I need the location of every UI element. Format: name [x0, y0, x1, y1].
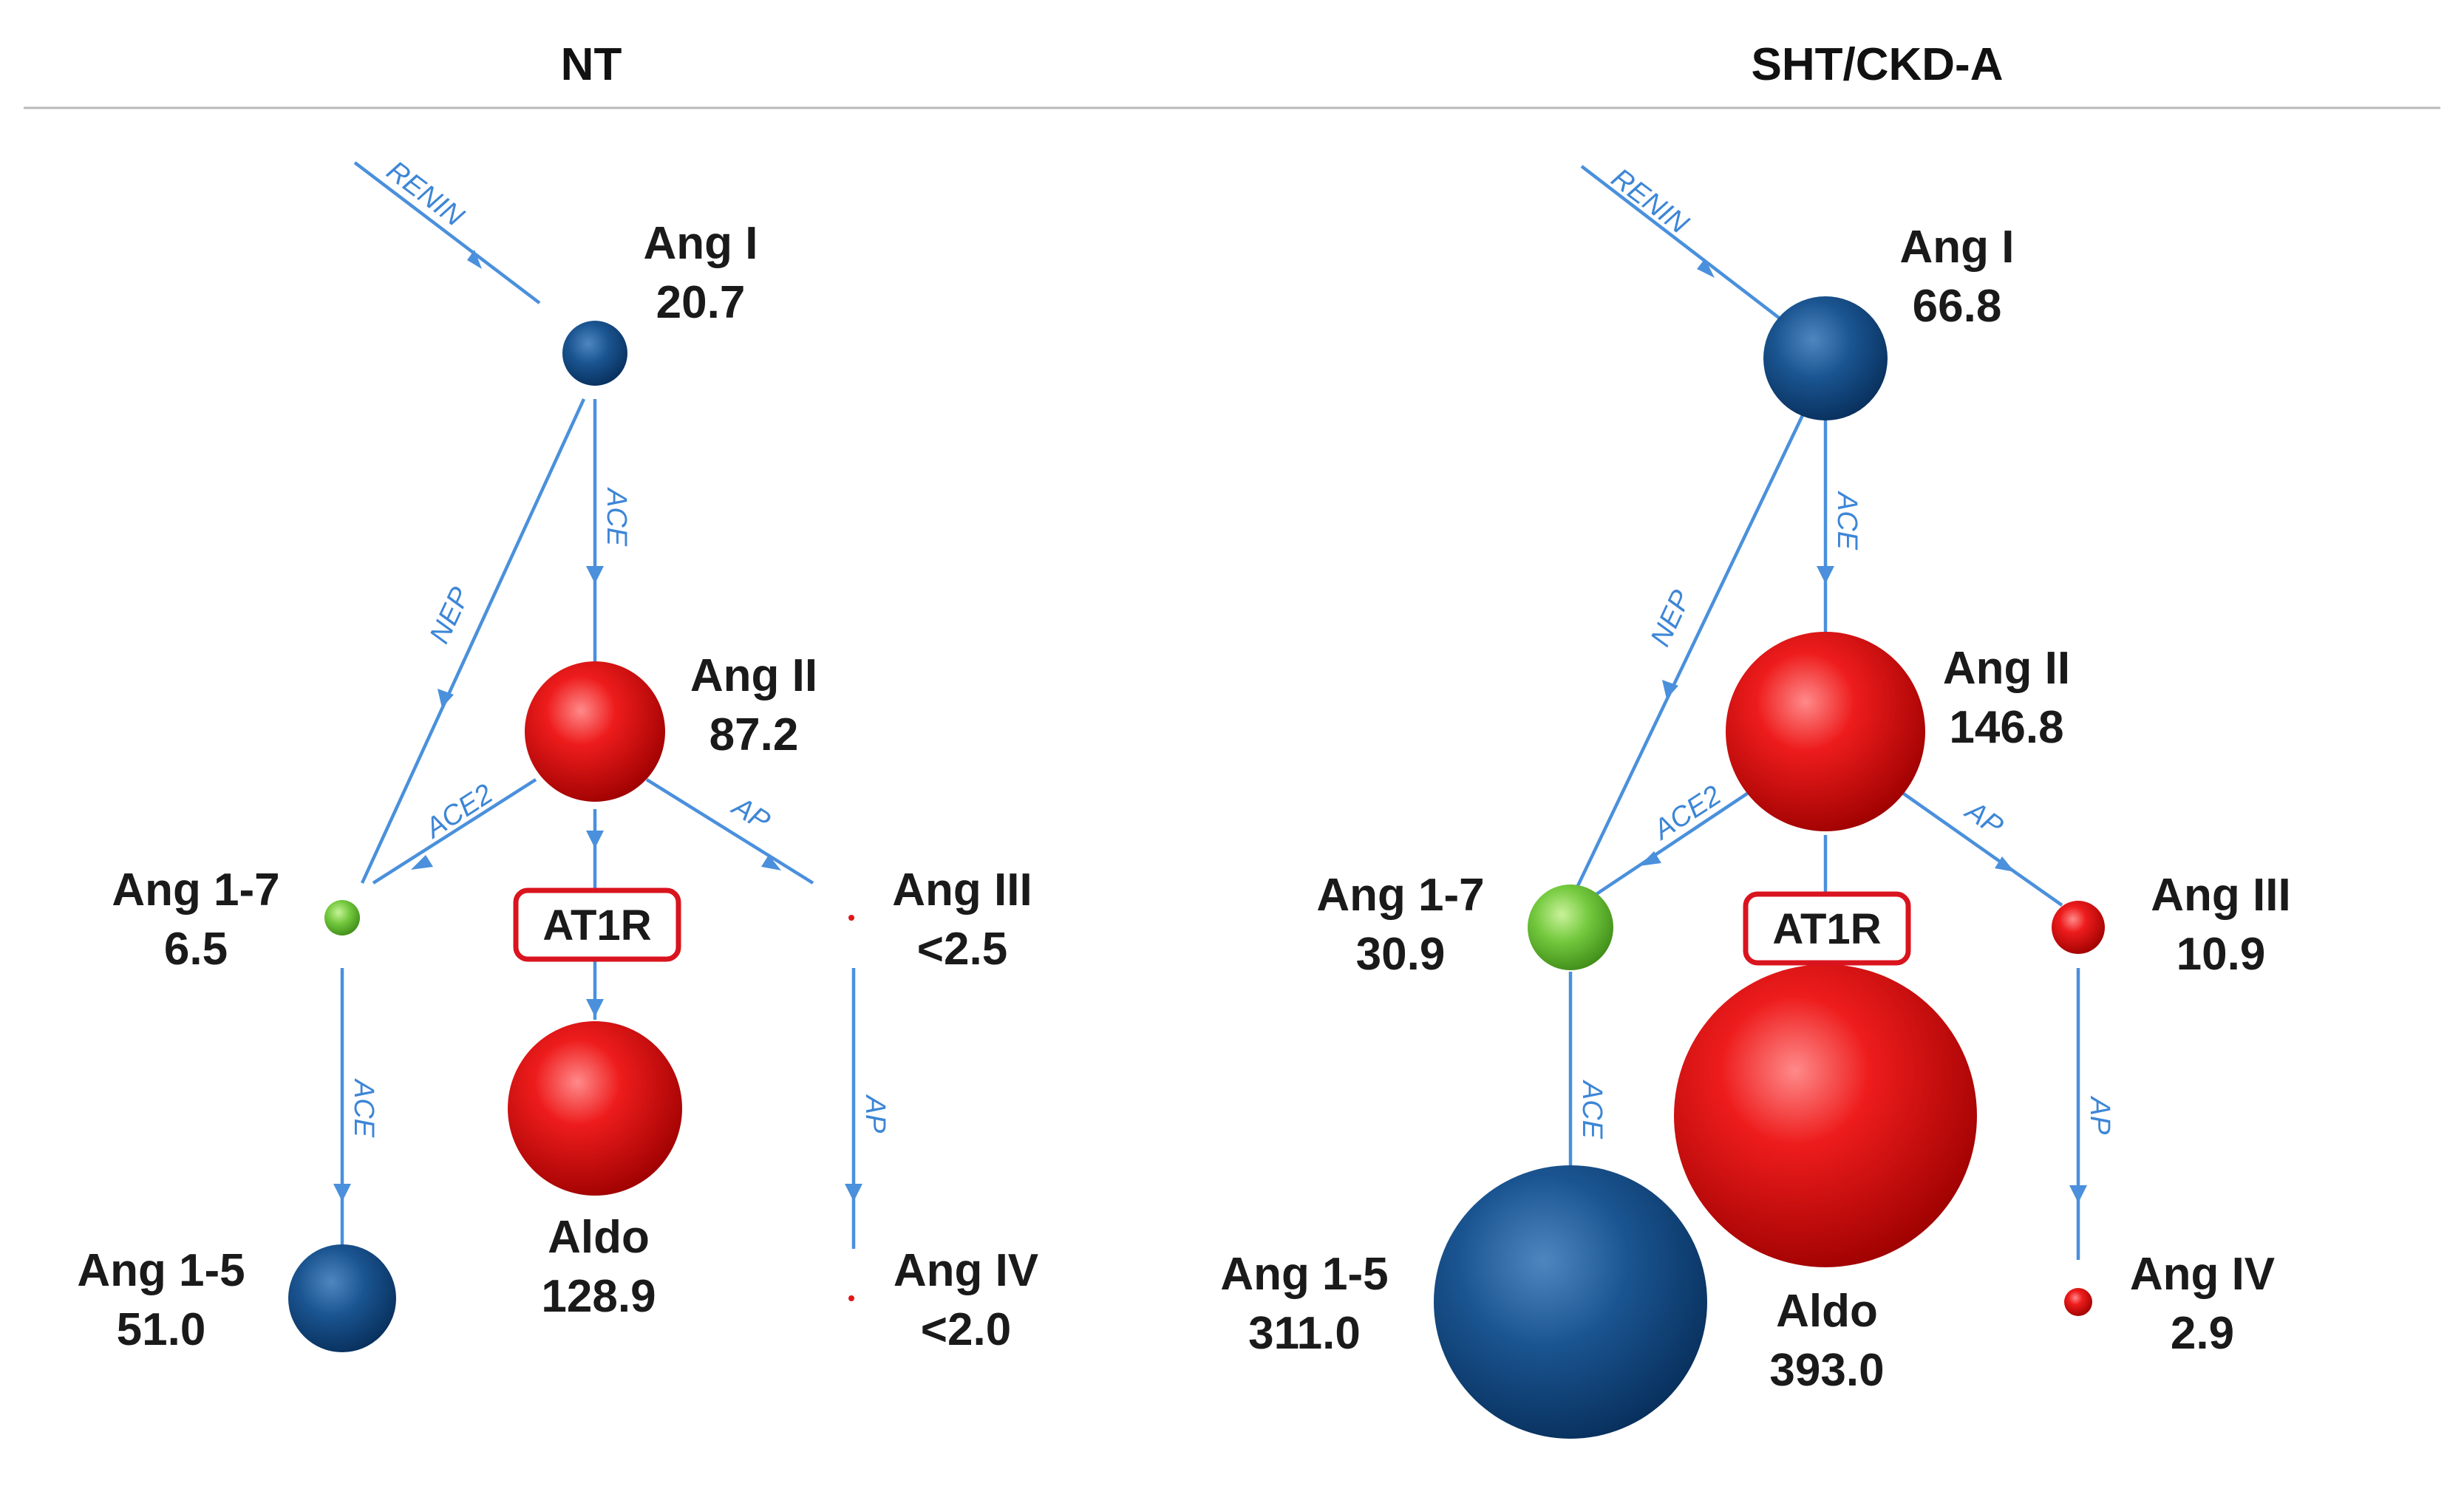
edge-nep-ang1-to-ang17 [360, 398, 586, 884]
arrowhead-ace2 [1639, 851, 1661, 866]
node-ang4-sphere [2064, 1288, 2092, 1316]
arrowhead-ace-lower [333, 1184, 351, 1202]
enzyme-ace-label: ACE [601, 487, 632, 547]
node-ang1-name: Ang I [644, 218, 758, 269]
node-ang2-sphere [525, 661, 665, 802]
node-ang4-value: <2.0 [921, 1304, 1011, 1355]
node-aldo-name: Aldo [548, 1212, 650, 1263]
enzyme-ap-lower-label: AP [2084, 1096, 2115, 1135]
node-ang15-sphere [288, 1244, 396, 1352]
arrowhead-renin [467, 250, 482, 269]
node-ang17-value: 30.9 [1356, 929, 1446, 980]
enzyme-ace2-label: ACE2 [1647, 780, 1727, 846]
enzyme-ap-lower-label: AP [860, 1094, 891, 1134]
node-ang2-value: 146.8 [1949, 702, 2063, 753]
node-ang15-value: 311.0 [1248, 1308, 1361, 1359]
node-ang3-name: Ang III [2151, 870, 2290, 921]
node-ang1-sphere [562, 321, 627, 386]
panel-sht-ckd-a: RENIN ACE NEP ACE2 AP ACE AP AT1R Ang I … [1220, 163, 2291, 1439]
panel-title-sht-ckd-a: SHT/CKD-A [1752, 39, 2004, 90]
edge-renin-to-ang1 [1580, 165, 1790, 327]
node-ang3-sphere [2052, 901, 2105, 954]
node-ang1-value: 66.8 [1913, 281, 2002, 332]
enzyme-ace2-label: ACE2 [419, 778, 499, 845]
arrowhead-ace2 [411, 855, 433, 870]
node-ang4-name: Ang IV [2130, 1249, 2275, 1300]
arrowhead-nep [438, 689, 454, 708]
enzyme-nep-label: NEP [424, 582, 477, 648]
node-ang15-name: Ang 1-5 [1220, 1249, 1388, 1300]
edge-nep-ang1-to-ang17 [1565, 413, 1806, 910]
at1r-receptor-label: AT1R [1772, 905, 1881, 953]
arrowhead-ap2 [845, 1184, 862, 1202]
arrowhead-ace [1817, 566, 1834, 584]
node-ang2-name: Ang II [1943, 643, 2070, 694]
node-ang3-sphere [848, 915, 854, 921]
arrowhead-ap1 [1995, 856, 2015, 872]
node-ang15-name: Ang 1-5 [77, 1245, 245, 1296]
node-ang17-sphere [324, 900, 360, 935]
node-ang2-value: 87.2 [709, 709, 799, 760]
at1r-receptor-box [513, 887, 681, 962]
node-aldo-name: Aldo [1776, 1286, 1878, 1337]
edge-ace2-ang2-to-ang17 [1595, 789, 1753, 896]
node-ang3-value: 10.9 [2177, 929, 2266, 980]
edge-ace2-ang2-to-ang17 [372, 778, 537, 885]
arrowhead-ace [586, 566, 604, 584]
edge-ap-ang2-to-ang3 [645, 778, 814, 885]
node-ang4-sphere [848, 1295, 854, 1301]
node-aldo-value: 393.0 [1769, 1345, 1884, 1396]
node-ang3-value: <2.5 [917, 924, 1007, 975]
node-ang17-name: Ang 1-7 [1316, 870, 1484, 921]
arrowhead-aldo [586, 999, 604, 1017]
node-ang17-name: Ang 1-7 [112, 865, 279, 916]
node-ang1-name: Ang I [1900, 222, 2015, 273]
arrowhead-ap2 [2069, 1185, 2087, 1203]
enzyme-nep-label: NEP [1645, 585, 1698, 651]
node-aldo-value: 128.9 [541, 1271, 656, 1322]
edge-ap-ang2-to-ang3 [1898, 789, 2063, 907]
node-ang15-sphere [1434, 1165, 1707, 1439]
panel-title-nt: NT [561, 39, 622, 90]
at1r-receptor-label: AT1R [542, 902, 651, 950]
enzyme-ace-lower-label: ACE [1576, 1080, 1607, 1139]
enzyme-ap-label: AP [1958, 794, 2009, 842]
enzyme-renin-label: RENIN [1605, 163, 1694, 240]
arrowhead-at1r [586, 831, 604, 848]
enzyme-ace-lower-label: ACE [348, 1078, 379, 1138]
node-ang1-value: 20.7 [656, 277, 746, 328]
panel-nt: RENIN ACE NEP ACE2 AP ACE AP AT1R Ang I … [77, 155, 1038, 1355]
node-ang4-name: Ang IV [894, 1245, 1038, 1296]
node-aldo-sphere [508, 1021, 682, 1196]
node-aldo-sphere [1674, 964, 1977, 1267]
node-ang15-value: 51.0 [117, 1304, 206, 1355]
node-ang3-name: Ang III [892, 865, 1032, 916]
enzyme-ace-label: ACE [1831, 491, 1862, 551]
node-ang17-value: 6.5 [164, 924, 228, 975]
edge-renin-to-ang1 [353, 161, 541, 304]
arrowhead-nep [1662, 680, 1678, 699]
node-ang17-sphere [1528, 885, 1613, 970]
at1r-receptor-box [1743, 891, 1911, 966]
node-ang2-name: Ang II [690, 650, 817, 701]
arrowhead-ap1 [761, 855, 781, 870]
node-ang4-value: 2.9 [2171, 1308, 2234, 1359]
arrowhead-renin [1697, 259, 1715, 278]
enzyme-ap-label: AP [726, 791, 775, 838]
node-ang1-sphere [1763, 296, 1888, 420]
node-ang2-sphere [1726, 632, 1925, 831]
